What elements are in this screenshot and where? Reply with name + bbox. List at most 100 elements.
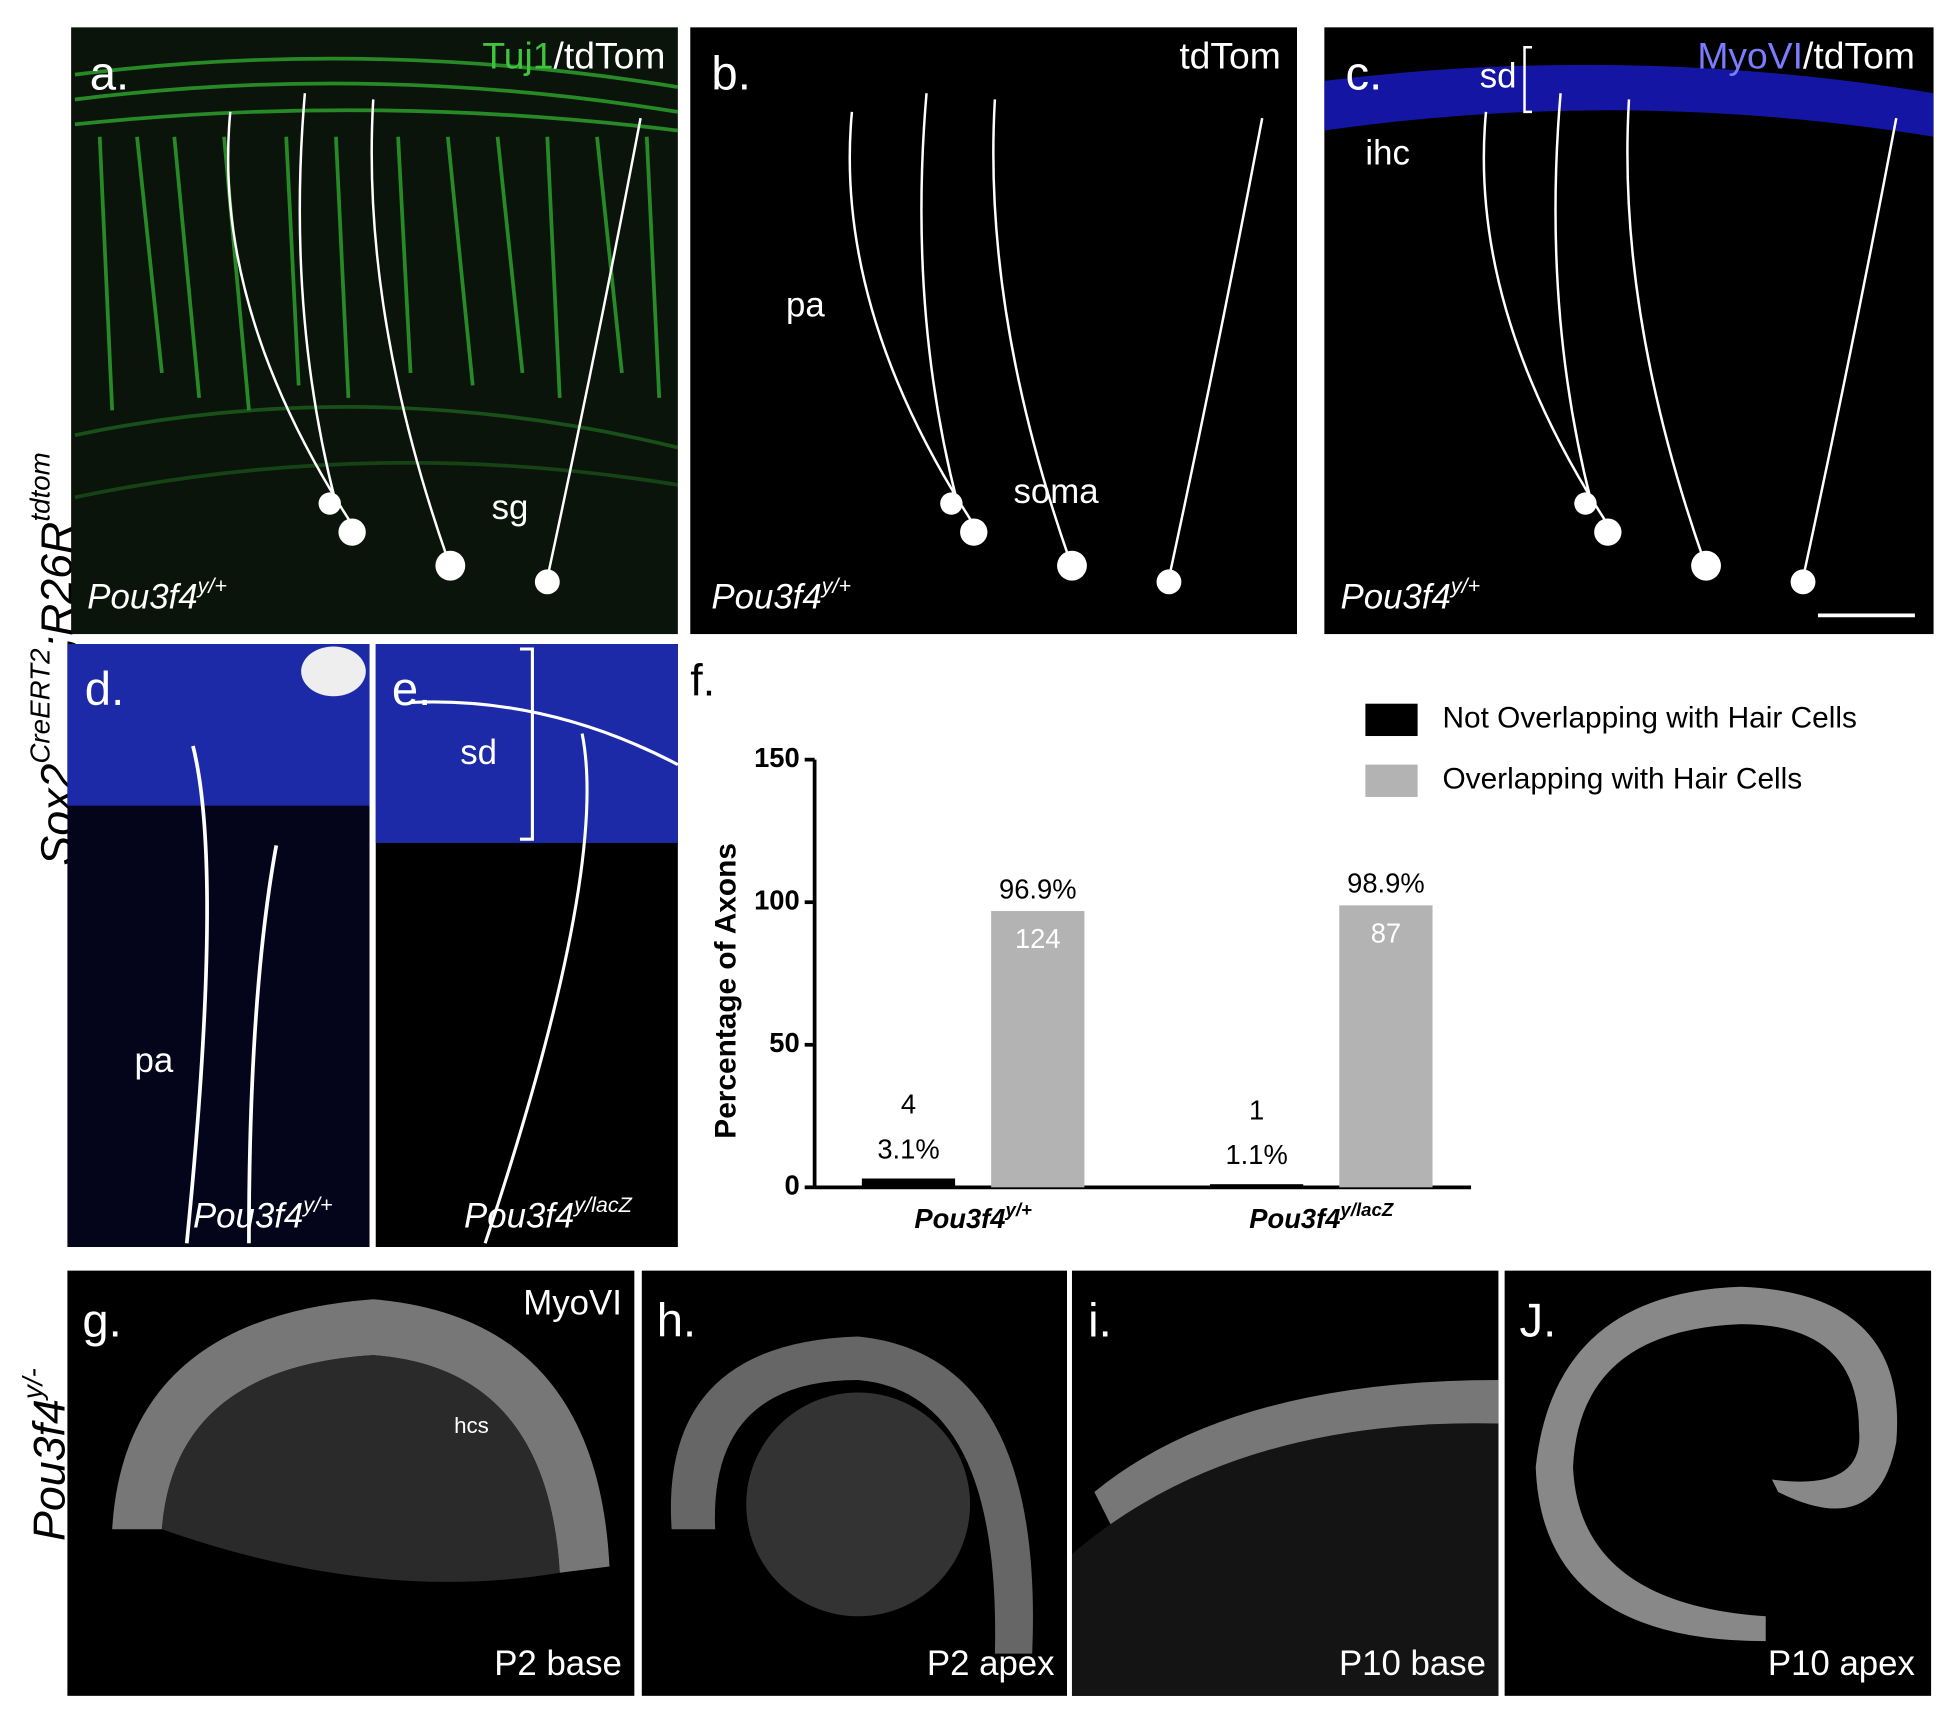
panel-e: e. sd Pou3f4y/lacZ xyxy=(375,644,679,1248)
annotation: hcs xyxy=(454,1413,489,1438)
panel-label: e. xyxy=(392,663,431,716)
bar xyxy=(1209,1184,1304,1188)
value-label: 96.9% xyxy=(999,873,1077,904)
genotype: Pou3f4y/+ xyxy=(87,573,227,617)
bar xyxy=(1339,905,1433,1188)
genotype: Pou3f4y/lacZ xyxy=(464,1192,633,1236)
legend-swatch xyxy=(1365,764,1418,797)
count-label: 87 xyxy=(1371,917,1401,948)
y-tick-label: 150 xyxy=(754,742,800,773)
annotation: pa xyxy=(135,1041,174,1080)
genotype-text: Pou3f4 xyxy=(464,1197,574,1236)
y-tick-label: 50 xyxy=(769,1027,799,1058)
bar xyxy=(991,911,1085,1188)
count-label: 4 xyxy=(901,1089,916,1120)
cochlea xyxy=(112,1299,610,1573)
stain-label: tdTom xyxy=(1179,34,1281,76)
annotation: sg xyxy=(492,488,529,527)
legend-swatch xyxy=(1365,703,1418,737)
genotype-text: Pou3f4 xyxy=(711,577,821,616)
panel-label: i. xyxy=(1088,1295,1112,1348)
panel-label: c. xyxy=(1345,48,1382,101)
genotype-text: Pou3f4 xyxy=(87,577,197,616)
panel-label: a. xyxy=(90,48,129,101)
panel-i: i. P10 base xyxy=(1071,1270,1499,1696)
caption: P2 apex xyxy=(927,1644,1055,1683)
row-label-sup: y/- xyxy=(17,1368,48,1401)
row-label-sup: CreERT2 xyxy=(25,648,56,764)
legend-label: Overlapping with Hair Cells xyxy=(1442,763,1802,796)
cochlea xyxy=(746,1392,971,1617)
hair-cell-band xyxy=(375,644,678,843)
panel-b: b. tdTom pa soma Pou3f4y/+ xyxy=(690,27,1298,635)
neurons xyxy=(226,93,642,579)
panel-g: g. MyoVI hcs P2 base xyxy=(67,1270,635,1696)
annotation: pa xyxy=(786,285,825,324)
panel-label: g. xyxy=(82,1295,121,1348)
panel-a: a. Tuj1/tdTom sg Pou3f4y/+ xyxy=(71,27,679,635)
stain-text: Tuj1 xyxy=(482,34,553,76)
genotype-sup: y/+ xyxy=(1449,573,1480,598)
stain-text: /tdTom xyxy=(554,34,666,76)
panel-label: h. xyxy=(657,1295,696,1348)
caption: P2 base xyxy=(494,1644,622,1683)
blob xyxy=(301,646,366,697)
genotype-text: Pou3f4 xyxy=(1341,577,1451,616)
panel-d: d. pa Pou3f4y/+ xyxy=(67,644,370,1248)
panel-label: f. xyxy=(690,656,715,706)
micrograph xyxy=(71,27,678,635)
cochlea xyxy=(1094,1380,1499,1542)
neurons xyxy=(1482,46,1915,618)
stain-text: MyoVI xyxy=(1697,34,1803,76)
panel-c: c. MyoVI/tdTom sd ihc Pou3f4y/+ xyxy=(1324,27,1934,635)
row-label-sup: tdtom xyxy=(25,452,56,521)
genotype: Pou3f4y/+ xyxy=(1341,573,1481,617)
count-label: 1 xyxy=(1249,1094,1264,1125)
genotype-text: Pou3f4 xyxy=(193,1197,303,1236)
x-tick-text: Pou3f4 xyxy=(1249,1203,1340,1234)
genotype-sup: y/lacZ xyxy=(572,1192,632,1217)
stain-label: MyoVI xyxy=(523,1284,622,1323)
x-tick-sup: y/+ xyxy=(1005,1199,1033,1220)
neurons xyxy=(848,93,1264,579)
annotation: sd xyxy=(460,733,497,772)
neurons xyxy=(410,647,679,1244)
panel-j: J. P10 apex xyxy=(1504,1270,1932,1696)
y-tick-label: 0 xyxy=(784,1170,799,1201)
count-label: 124 xyxy=(1015,923,1061,954)
y-tick-label: 100 xyxy=(754,884,800,915)
annotation: soma xyxy=(1014,472,1100,511)
panel-label: d. xyxy=(85,663,124,716)
somata xyxy=(940,492,1182,595)
annotation: ihc xyxy=(1365,134,1409,173)
bar xyxy=(861,1178,956,1188)
value-label: 3.1% xyxy=(877,1133,939,1164)
x-tick-sup: y/lacZ xyxy=(1339,1199,1393,1220)
bar-chart: f. Percentage of Axons 050100150Pou3f4y/… xyxy=(690,656,1857,1234)
neurons xyxy=(184,745,279,1244)
x-tick-text: Pou3f4 xyxy=(914,1203,1005,1234)
stain-label: Tuj1/tdTom xyxy=(482,34,665,76)
legend-label: Not Overlapping with Hair Cells xyxy=(1442,702,1856,735)
y-axis-label: Percentage of Axons xyxy=(709,843,742,1139)
row-label: Pou3f4y/- xyxy=(17,1368,74,1541)
caption: P10 apex xyxy=(1768,1644,1916,1683)
genotype: Pou3f4y/+ xyxy=(711,573,851,617)
stain-label: MyoVI/tdTom xyxy=(1697,34,1915,76)
genotype-sup: y/+ xyxy=(820,573,851,598)
panel-label: b. xyxy=(711,48,750,101)
panel-label: J. xyxy=(1520,1295,1557,1348)
stain-text: /tdTom xyxy=(1803,34,1915,76)
genotype: Pou3f4y/+ xyxy=(193,1192,333,1236)
panel-h: h. P2 apex xyxy=(641,1270,1068,1696)
row-label-text: Pou3f4 xyxy=(24,1399,74,1541)
somata xyxy=(318,492,560,595)
annotation: sd xyxy=(1480,57,1517,96)
x-tick-label: Pou3f4y/+ xyxy=(914,1199,1032,1234)
x-tick-label: Pou3f4y/lacZ xyxy=(1249,1199,1394,1234)
cochlea xyxy=(161,1355,560,1582)
cochlea xyxy=(670,1336,1033,1654)
cochlea xyxy=(1071,1423,1499,1696)
genotype-sup: y/+ xyxy=(301,1192,332,1217)
